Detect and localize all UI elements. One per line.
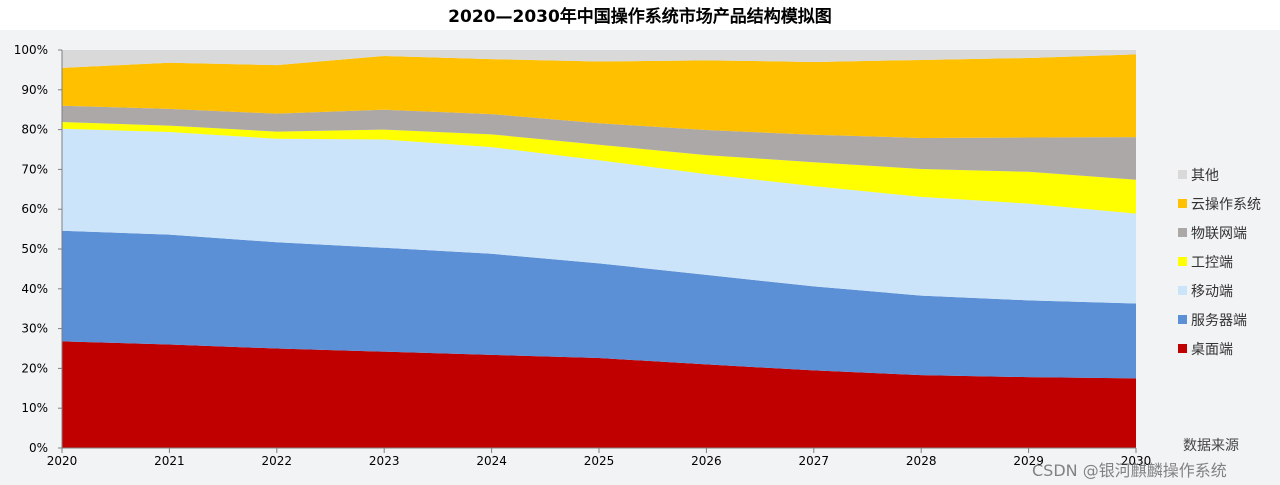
area-series-5 <box>62 54 1136 138</box>
y-tick-label: 70% <box>21 162 48 176</box>
y-tick-label: 40% <box>21 282 48 296</box>
legend: 其他云操作系统物联网端工控端移动端服务器端桌面端 <box>1178 160 1261 363</box>
x-tick-label: 2030 <box>1121 454 1152 468</box>
legend-item: 工控端 <box>1178 247 1261 276</box>
legend-swatch <box>1178 170 1187 179</box>
y-tick-label: 20% <box>21 361 48 375</box>
area-series-1 <box>62 230 1136 379</box>
x-tick-label: 2024 <box>476 454 507 468</box>
y-tick-label: 30% <box>21 322 48 336</box>
x-tick-label: 2022 <box>262 454 293 468</box>
legend-label: 云操作系统 <box>1191 196 1261 213</box>
chart-title: 2020—2030年中国操作系统市场产品结构模拟图 <box>448 7 832 27</box>
legend-item: 云操作系统 <box>1178 189 1261 218</box>
legend-item: 桌面端 <box>1178 334 1261 363</box>
x-tick-label: 2026 <box>691 454 722 468</box>
legend-label: 移动端 <box>1191 283 1233 300</box>
legend-label: 工控端 <box>1191 254 1233 271</box>
x-tick-label: 2029 <box>1013 454 1044 468</box>
legend-label: 其他 <box>1191 167 1219 184</box>
legend-swatch <box>1178 315 1187 324</box>
x-tick-label: 2023 <box>369 454 400 468</box>
y-tick-label: 80% <box>21 123 48 137</box>
y-tick-label: 0% <box>29 441 48 455</box>
x-tick-label: 2020 <box>47 454 78 468</box>
legend-item: 服务器端 <box>1178 305 1261 334</box>
x-tick-label: 2021 <box>154 454 185 468</box>
area-series-group <box>62 50 1136 448</box>
area-series-2 <box>62 128 1136 304</box>
legend-swatch <box>1178 286 1187 295</box>
legend-item: 其他 <box>1178 160 1261 189</box>
y-tick-label: 50% <box>21 242 48 256</box>
area-series-0 <box>62 341 1136 448</box>
x-tick-label: 2025 <box>584 454 615 468</box>
legend-swatch <box>1178 228 1187 237</box>
legend-swatch <box>1178 199 1187 208</box>
legend-item: 物联网端 <box>1178 218 1261 247</box>
source-label: 数据来源 <box>1183 438 1239 454</box>
y-tick-label: 60% <box>21 202 48 216</box>
legend-label: 桌面端 <box>1191 341 1233 358</box>
legend-swatch <box>1178 257 1187 266</box>
legend-item: 移动端 <box>1178 276 1261 305</box>
legend-swatch <box>1178 344 1187 353</box>
x-tick-label: 2028 <box>906 454 937 468</box>
area-series-3 <box>62 122 1136 214</box>
y-tick-label: 10% <box>21 401 48 415</box>
area-series-6 <box>62 50 1136 68</box>
legend-label: 物联网端 <box>1191 225 1247 242</box>
y-tick-label: 90% <box>21 83 48 97</box>
y-tick-label: 100% <box>14 43 48 57</box>
area-series-4 <box>62 105 1136 180</box>
watermark: CSDN @银河麒麟操作系统 <box>1032 461 1227 480</box>
legend-label: 服务器端 <box>1191 312 1247 329</box>
axes-group: 0% 10% 20% 30% 40% 50% 60% 70% 80% 90% 100% 2020 202… <box>14 43 1152 468</box>
x-tick-label: 2027 <box>799 454 830 468</box>
